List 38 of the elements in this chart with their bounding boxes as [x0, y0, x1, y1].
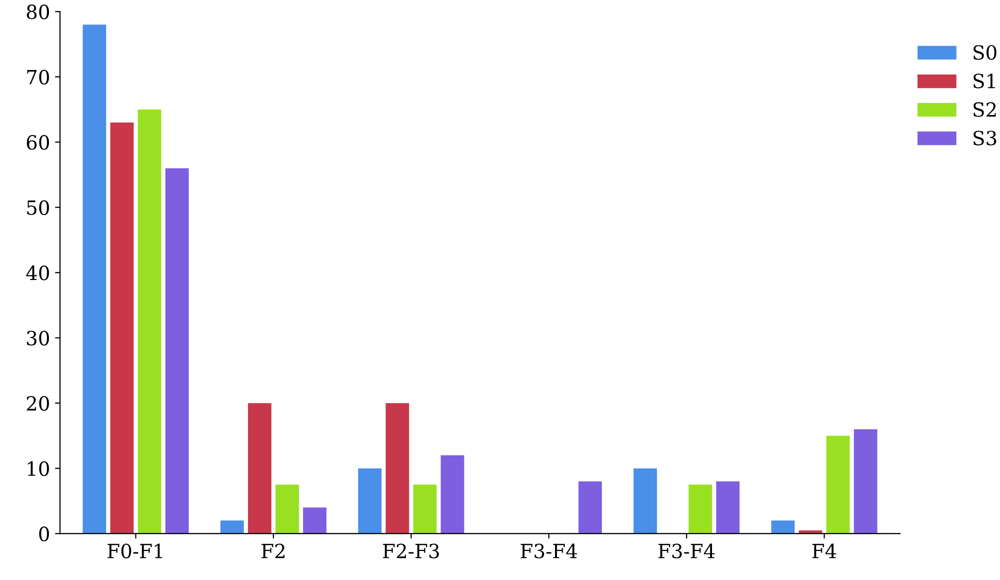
legend-label: S0 — [974, 45, 996, 60]
bar — [358, 468, 382, 534]
bar — [578, 481, 602, 534]
x-tick-label: F2 — [262, 544, 284, 558]
legend-label: S2 — [974, 102, 996, 117]
y-tick-label: 0 — [39, 526, 49, 542]
y-tick-label: 30 — [27, 330, 49, 346]
legend-label: S3 — [974, 130, 996, 146]
y-tick-label: 40 — [26, 266, 49, 280]
bar — [110, 122, 134, 534]
x-tick-label: F3-F4 — [658, 544, 715, 558]
bar — [826, 436, 850, 534]
x-tick-label: F0-F1 — [108, 544, 162, 558]
legend-label: S1 — [974, 74, 995, 88]
bar — [220, 520, 244, 534]
bar — [165, 168, 189, 534]
y-tick-label: 60 — [26, 135, 49, 150]
bar — [303, 508, 326, 534]
bar — [854, 429, 878, 534]
x-tick-label: F4 — [812, 544, 836, 558]
x-tick-label: F3-F4 — [520, 544, 578, 558]
bar — [716, 481, 740, 534]
bar — [771, 520, 795, 534]
bar — [138, 109, 162, 534]
bar — [386, 403, 410, 534]
bar — [688, 484, 712, 534]
x-tick-label: F2-F3 — [383, 544, 439, 558]
bar — [248, 403, 272, 534]
y-tick-label: 70 — [27, 70, 49, 85]
y-tick-label: 50 — [27, 200, 49, 216]
bar — [440, 455, 464, 534]
y-tick-label: 80 — [26, 4, 49, 20]
bar — [413, 484, 437, 534]
y-tick-label: 10 — [28, 461, 49, 476]
bar — [82, 24, 106, 534]
bar — [634, 468, 657, 534]
bar — [276, 484, 299, 534]
y-tick-label: 20 — [26, 396, 49, 411]
